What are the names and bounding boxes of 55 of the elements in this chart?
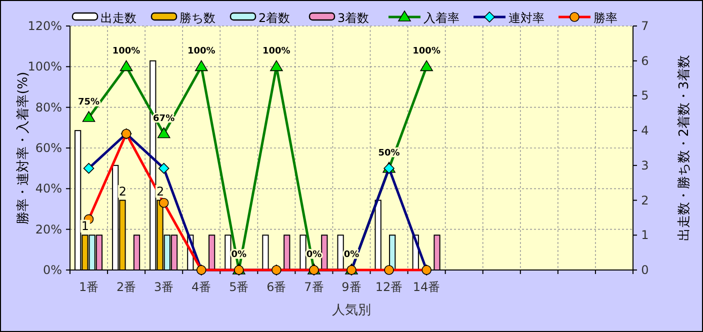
bar — [284, 234, 290, 270]
data-label: 2 — [118, 184, 127, 198]
y-tick-label: 40% — [35, 182, 62, 196]
data-label: 1 — [81, 219, 90, 234]
data-label: 50% — [378, 148, 400, 158]
y2-tick-label: 7 — [641, 19, 649, 33]
y-tick-label: 0% — [42, 263, 62, 277]
legend-label: 入着率 — [424, 11, 460, 25]
y-axis-title: 勝率・連対率・入着率(%) — [15, 72, 31, 224]
y2-tick-label: 1 — [641, 228, 649, 242]
x-tick-label: 5番 — [229, 280, 249, 294]
legend-label: 2着数 — [258, 11, 290, 25]
data-label: 75% — [78, 98, 100, 108]
y-tick-label: 80% — [35, 100, 62, 114]
y2-tick-label: 2 — [641, 193, 649, 208]
y2-tick-label: 6 — [641, 54, 649, 68]
x-tick-label: 3番 — [154, 280, 174, 294]
x-tick-label: 12番 — [375, 280, 403, 294]
legend-label: 勝ち数 — [180, 11, 216, 25]
data-label: 0% — [231, 250, 247, 260]
x-tick-label: 14番 — [412, 280, 440, 294]
y-tick-label: 60% — [35, 141, 62, 155]
data-label: 100% — [187, 46, 216, 57]
x-tick-label: 4番 — [192, 280, 212, 294]
x-tick-label: 6番 — [266, 280, 286, 294]
y-tick-label: 120% — [28, 19, 62, 33]
data-label: 100% — [412, 46, 440, 57]
bar — [224, 234, 232, 270]
y2-tick-label: 0 — [641, 263, 649, 277]
data-label: 67% — [153, 114, 175, 124]
legend-label: 出走数 — [100, 11, 136, 25]
y-tick-label: 20% — [35, 222, 62, 236]
y-tick-label: 100% — [28, 60, 62, 74]
x-tick-label: 7番 — [304, 280, 324, 294]
y2-tick-label: 5 — [641, 88, 649, 103]
bar — [208, 234, 216, 270]
y2-tick-label: 4 — [641, 124, 649, 138]
x-tick-label: 9番 — [342, 280, 362, 294]
data-label: 100% — [112, 46, 140, 57]
bar — [300, 234, 306, 270]
bar — [337, 234, 344, 270]
legend-label: 3着数 — [338, 11, 370, 25]
y2-axis-title: 出走数・勝ち数・2着数・3着数 — [676, 55, 692, 241]
x-tick-label: 1番 — [78, 280, 99, 294]
bar — [374, 200, 382, 270]
bar — [321, 234, 328, 270]
x-axis-title: 人気別 — [332, 303, 371, 318]
data-label: 2 — [156, 184, 164, 198]
y2-tick-label: 3 — [641, 158, 649, 172]
legend-label: 勝率 — [594, 11, 618, 25]
data-label: 0% — [344, 250, 360, 260]
bar — [262, 234, 269, 270]
legend-label: 連対率 — [508, 11, 544, 25]
x-tick-label: 2番 — [116, 280, 136, 294]
data-label: 100% — [262, 46, 290, 57]
